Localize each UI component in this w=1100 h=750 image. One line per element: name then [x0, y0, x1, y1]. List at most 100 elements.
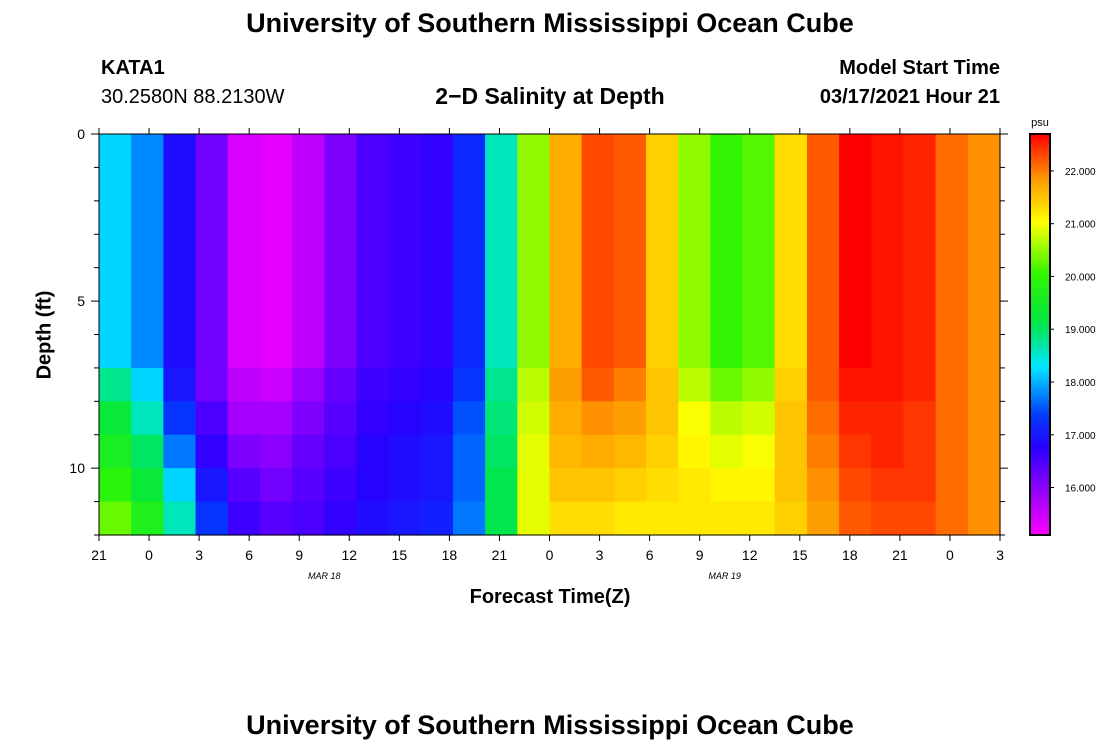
heatmap-cell — [742, 401, 776, 436]
heatmap-cell — [742, 334, 776, 369]
heatmap-cell — [452, 334, 486, 369]
heatmap-cell — [99, 401, 132, 436]
x-tick-label: 6 — [646, 547, 654, 563]
heatmap-cell — [935, 434, 969, 469]
heatmap-cell — [420, 134, 454, 336]
heatmap-cell — [678, 401, 711, 436]
heatmap-cell — [710, 501, 744, 536]
heatmap-cell — [195, 334, 229, 369]
heatmap-cell — [710, 367, 744, 402]
heatmap-cell — [549, 367, 583, 402]
colorbar-tick-label: 17.000 — [1065, 431, 1096, 442]
x-axis: 21 0 3 6 9 12 15 18 21 0 3 6 9 12 15 18 21 0 3 MAR 18 MAR 19 — [91, 128, 1004, 581]
x-tick-label: 3 — [596, 547, 604, 563]
heatmap-cell — [549, 401, 583, 436]
heatmap-cell — [549, 334, 583, 369]
heatmap-cell — [163, 468, 197, 503]
x-tick-label: 3 — [195, 547, 203, 563]
heatmap-cell — [613, 401, 647, 436]
chart-title: 2−D Salinity at Depth — [435, 83, 665, 109]
heatmap-cell — [774, 134, 808, 336]
heatmap-cell — [163, 334, 197, 369]
heatmap-cell — [163, 434, 197, 469]
heatmap-cell — [356, 434, 390, 469]
heatmap-cell — [485, 501, 518, 536]
heatmap-cell — [388, 401, 422, 436]
heatmap-cell — [903, 501, 937, 536]
heatmap-cell — [131, 468, 164, 503]
heatmap-cell — [678, 134, 711, 336]
heatmap-cell — [259, 367, 293, 402]
colorbar-tick-label: 21.000 — [1065, 220, 1096, 231]
heatmap-cell — [742, 501, 776, 536]
heatmap-cell — [517, 401, 551, 436]
heatmap-cell — [485, 401, 518, 436]
heatmap-cell — [774, 468, 808, 503]
x-tick-label: 9 — [295, 547, 303, 563]
heatmap-cell — [452, 468, 486, 503]
heatmap-cell — [871, 401, 905, 436]
heatmap-cell — [967, 501, 1001, 536]
heatmap-cell — [742, 468, 776, 503]
colorbar-tick-label: 22.000 — [1065, 167, 1096, 178]
model-start-value: 03/17/2021 Hour 21 — [819, 86, 1000, 108]
colorbar-tick-label: 19.000 — [1065, 325, 1096, 336]
heatmap-cell — [517, 434, 551, 469]
heatmap-cell — [967, 367, 1001, 402]
heatmap-cell — [581, 334, 615, 369]
heatmap-cell — [774, 401, 808, 436]
x-tick-label: 21 — [91, 547, 107, 563]
heatmap-cell — [292, 468, 325, 503]
heatmap-cell — [871, 334, 905, 369]
heatmap-cell — [195, 501, 229, 536]
heatmap-cell — [163, 401, 197, 436]
heatmap-cell — [613, 367, 647, 402]
heatmap-cell — [903, 468, 937, 503]
heatmap-cell — [131, 334, 164, 369]
heatmap-cell — [517, 468, 551, 503]
heatmap-cell — [871, 134, 905, 336]
heatmap-cell — [485, 468, 518, 503]
heatmap-cell — [613, 501, 647, 536]
colorbar-unit: psu — [1031, 117, 1049, 129]
heatmap-cell — [646, 367, 679, 402]
heatmap-cell — [646, 401, 679, 436]
model-start-label: Model Start Time — [839, 57, 1000, 79]
heatmap-cell — [806, 434, 840, 469]
colorbar-tick-label: 20.000 — [1065, 272, 1096, 283]
y-tick-label: 10 — [69, 460, 85, 476]
heatmap-cell — [967, 334, 1001, 369]
heatmap-cell — [99, 501, 132, 536]
x-tick-label: 6 — [245, 547, 253, 563]
heatmap-cell — [871, 434, 905, 469]
heatmap-cell — [452, 134, 486, 336]
heatmap-cell — [903, 401, 937, 436]
heatmap-cell — [549, 434, 583, 469]
heatmap-cell — [324, 367, 358, 402]
heatmap-cell — [163, 134, 197, 336]
footer-title: University of Southern Mississippi Ocean… — [246, 710, 854, 740]
colorbar: psu 16.000 17.000 18.000 19.000 20.000 21.000 2… — [1029, 117, 1096, 536]
heatmap-cell — [356, 401, 390, 436]
x-tick-label: 21 — [892, 547, 908, 563]
heatmap-cell — [420, 501, 454, 536]
heatmap-cell — [388, 367, 422, 402]
heatmap-cell — [774, 434, 808, 469]
x-tick-label: 12 — [341, 547, 357, 563]
x-date-label: MAR 18 — [308, 571, 341, 581]
x-tick-label: 0 — [145, 547, 153, 563]
heatmap-cell — [292, 367, 325, 402]
heatmap-cell — [163, 501, 197, 536]
heatmap-cell — [420, 401, 454, 436]
heatmap-cell — [131, 134, 164, 336]
heatmap-cell — [710, 434, 744, 469]
heatmap-cell — [806, 134, 840, 336]
x-tick-label: 21 — [492, 547, 508, 563]
heatmap-cell — [806, 367, 840, 402]
heatmap-cell — [99, 434, 132, 469]
x-tick-label: 3 — [996, 547, 1004, 563]
heatmap-cell — [324, 501, 358, 536]
heatmap-cell — [549, 134, 583, 336]
heatmap-cell — [549, 468, 583, 503]
heatmap-cell — [195, 468, 229, 503]
